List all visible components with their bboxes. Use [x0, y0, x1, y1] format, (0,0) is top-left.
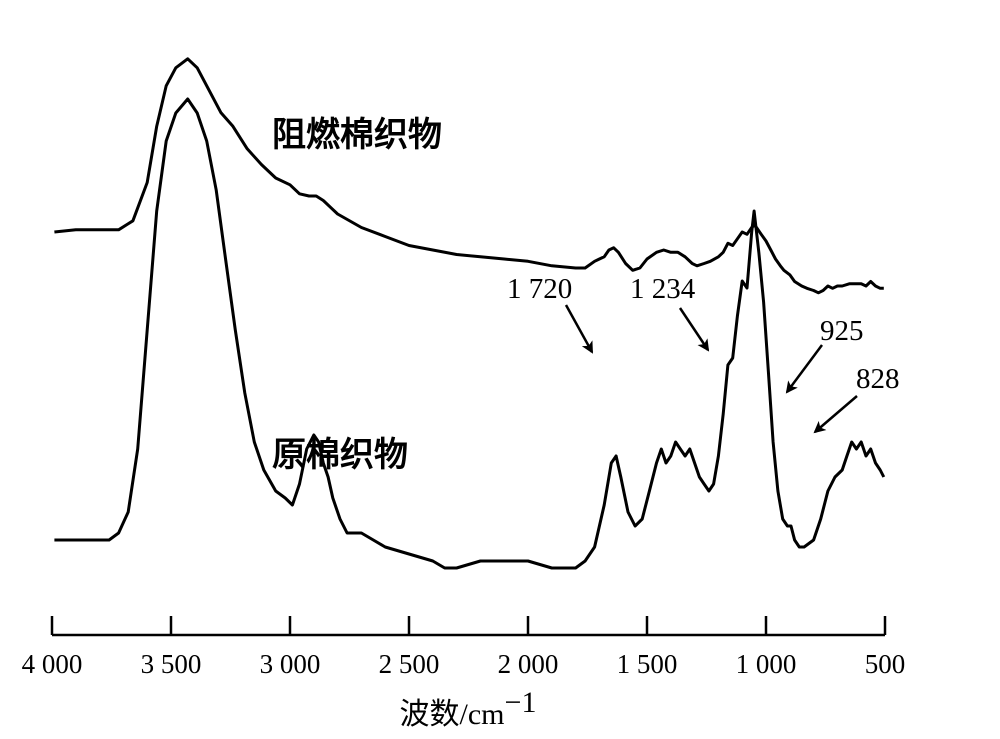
x-axis-title-superscript: −1: [505, 686, 537, 719]
tick-label-2500: 2 500: [379, 649, 440, 679]
annotation-label-828: 828: [856, 363, 900, 395]
plot-lines: [54, 57, 886, 570]
x-axis-title-main: 波数: [400, 697, 460, 732]
series-label-raw-cotton: 原棉织物: [272, 435, 408, 475]
tick-label-2000: 2 000: [498, 649, 559, 679]
tick-label-500: 500: [865, 649, 906, 679]
annotation-arrow-828: [813, 395, 858, 434]
tick-label-1000: 1 000: [736, 649, 797, 679]
tick-label-1500: 1 500: [617, 649, 678, 679]
peak-annotations: 1 720 1 234 925 828: [507, 273, 900, 434]
x-axis-ticks: [50, 616, 887, 635]
series-line-raw-cotton: [54, 97, 886, 570]
series-line-flame-retardant-cotton: [54, 57, 884, 295]
annotation-arrow-1720: [564, 304, 594, 354]
tick-label-3500: 3 500: [141, 649, 202, 679]
tick-label-3000: 3 000: [260, 649, 321, 679]
annotation-arrow-1234: [678, 307, 710, 352]
x-axis-title-unit: /cm: [460, 698, 505, 731]
series-label-flame-retardant-cotton: 阻燃棉织物: [272, 115, 442, 155]
annotation-label-925: 925: [820, 315, 864, 347]
x-axis-title: 波数/cm−1: [400, 686, 537, 732]
x-axis: 4 000 3 500 3 000 2 500 2 000 1 500 1 00…: [22, 616, 906, 732]
x-axis-tick-labels: 4 000 3 500 3 000 2 500 2 000 1 500 1 00…: [22, 649, 906, 679]
annotation-label-1234: 1 234: [630, 273, 696, 305]
annotation-arrow-925: [785, 344, 824, 394]
annotation-label-1720: 1 720: [507, 273, 572, 305]
tick-label-4000: 4 000: [22, 649, 83, 679]
